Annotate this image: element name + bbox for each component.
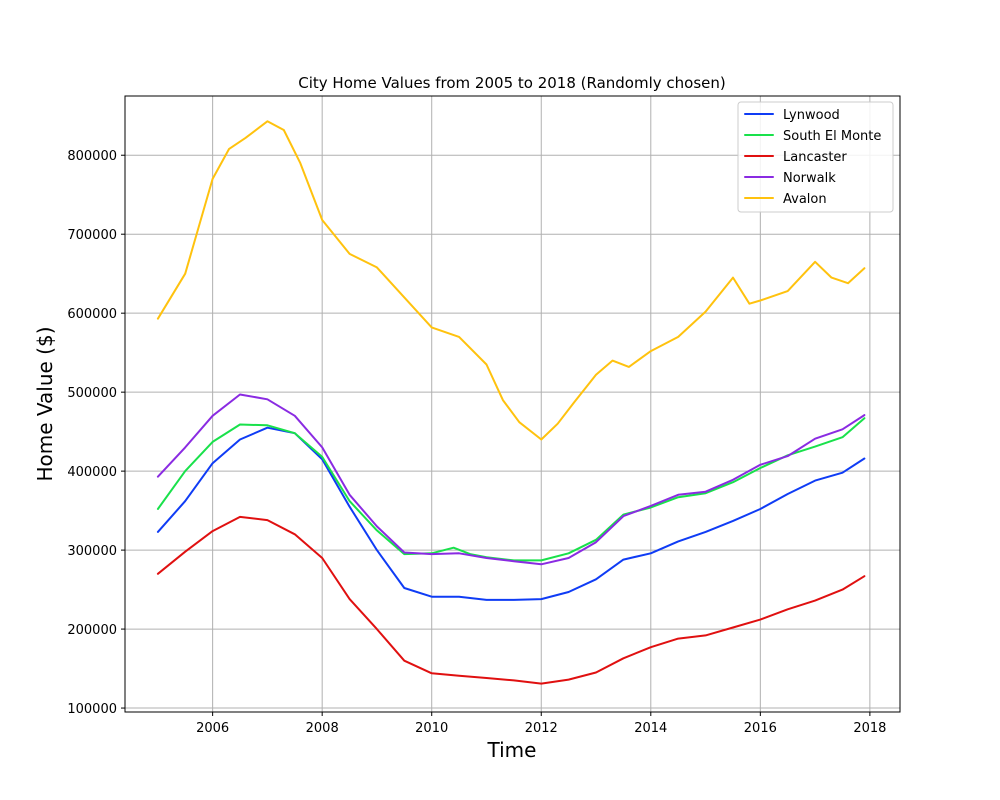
x-tick-label: 2006 [196,721,229,736]
legend-label-norwalk: Norwalk [783,171,836,186]
chart-title: City Home Values from 2005 to 2018 (Rand… [298,74,726,92]
x-tick-label: 2014 [634,721,667,736]
y-tick-label: 100000 [67,702,117,717]
x-tick-label: 2018 [853,721,886,736]
y-tick-label: 600000 [67,307,117,322]
y-tick-label: 300000 [67,544,117,559]
legend-box [737,101,894,213]
legend: Lynwood South El Monte Lancaster Norwalk Ava… [737,101,894,213]
series-line-lancaster [156,515,866,685]
series-line-south-el-monte [156,417,866,562]
x-axis-label: Time [487,738,537,762]
legend-label-lynwood: Lynwood [783,108,840,123]
x-tick-label: 2016 [744,721,777,736]
y-tick-label: 500000 [67,386,117,401]
x-axis: 2006 2008 2010 2012 2014 2016 2018 [196,712,886,736]
series-line-lynwood [156,426,866,601]
series-layer [156,120,866,685]
y-axis: 100000 200000 300000 400000 500000 600000 7000… [67,149,125,717]
plot-frame [124,95,901,713]
y-tick-label: 800000 [67,149,117,164]
x-tick-label: 2010 [415,721,448,736]
legend-label-south-el-monte: South El Monte [783,129,881,144]
x-tick-label: 2012 [525,721,558,736]
series-line-norwalk [156,393,866,566]
legend-label-avalon: Avalon [783,192,827,207]
y-axis-label: Home Value ($) [33,326,57,481]
legend-label-lancaster: Lancaster [783,150,847,165]
y-tick-label: 200000 [67,623,117,638]
series-line-avalon [156,120,866,441]
x-tick-label: 2008 [306,721,339,736]
y-tick-label: 400000 [67,465,117,480]
y-tick-label: 700000 [67,228,117,243]
